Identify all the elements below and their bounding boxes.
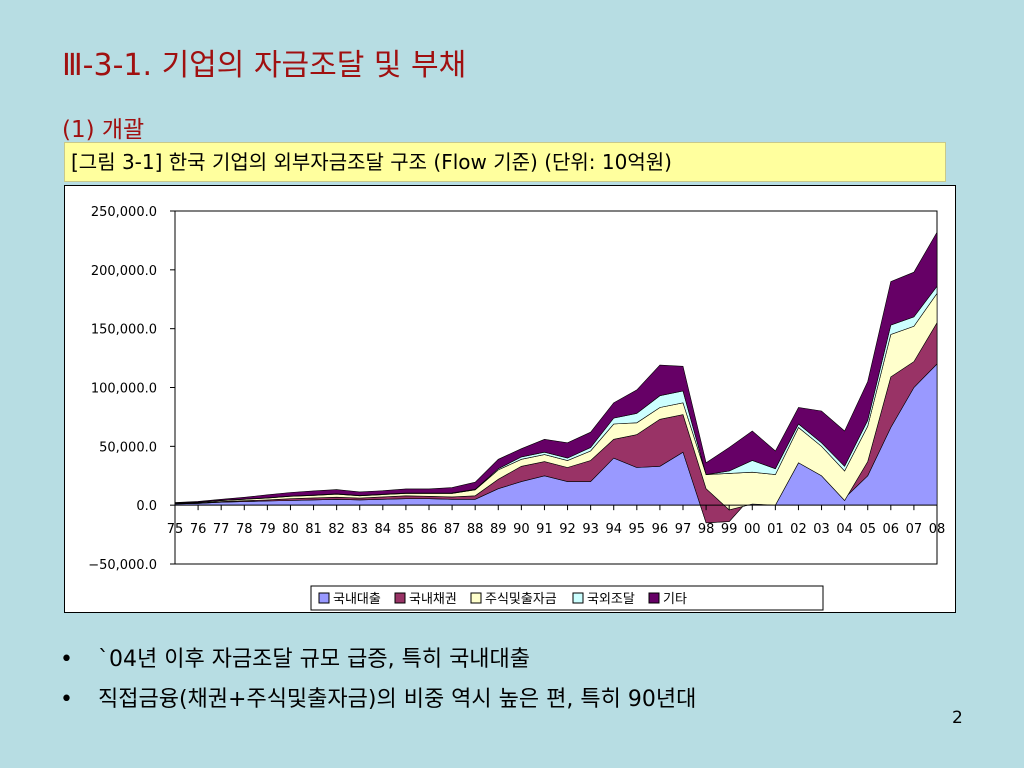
bullet-list: • `04년 이후 자금조달 규모 급증, 특히 국내대출 • 직접금융(채권+주식… (60, 640, 696, 720)
y-tick-label: 0.0 (136, 499, 157, 514)
legend-label: 국외조달 (587, 592, 635, 607)
x-tick-label: 08 (929, 522, 946, 537)
bullet-item: • 직접금융(채권+주식및출자금)의 비중 역시 높은 편, 특히 90년대 (60, 680, 696, 720)
x-tick-label: 96 (652, 522, 669, 537)
x-tick-label: 03 (813, 522, 830, 537)
x-tick-label: 83 (351, 522, 368, 537)
x-tick-label: 92 (559, 522, 576, 537)
x-tick-label: 98 (698, 522, 715, 537)
legend-label: 주식및출자금 (485, 592, 557, 607)
y-tick-label: 250,000.0 (91, 205, 157, 220)
bullet-text: `04년 이후 자금조달 규모 급증, 특히 국내대출 (98, 647, 531, 672)
x-tick-label: 97 (675, 522, 692, 537)
x-tick-label: 81 (305, 522, 322, 537)
y-tick-label: 150,000.0 (91, 323, 157, 338)
legend-label: 기타 (663, 592, 687, 607)
x-tick-label: 90 (513, 522, 530, 537)
x-tick-label: 01 (767, 522, 784, 537)
bullet-text: 직접금융(채권+주식및출자금)의 비중 역시 높은 편, 특히 90년대 (98, 687, 697, 712)
legend-label: 국내대출 (333, 592, 381, 607)
bullet-item: • `04년 이후 자금조달 규모 급증, 특히 국내대출 (60, 640, 696, 680)
legend-swatch (648, 592, 660, 604)
x-tick-label: 77 (213, 522, 230, 537)
y-tick-label: −50,000.0 (88, 558, 157, 573)
x-tick-label: 93 (582, 522, 599, 537)
y-tick-label: 200,000.0 (91, 264, 157, 279)
x-tick-label: 82 (328, 522, 345, 537)
chart-frame: 250,000.0 200,000.0 150,000.0 100,000.0 50,0… (64, 185, 956, 613)
legend-swatch (572, 592, 584, 604)
x-tick-label: 91 (536, 522, 553, 537)
x-tick-label: 05 (859, 522, 876, 537)
y-tick-label: 100,000.0 (91, 382, 157, 397)
x-tick-label: 80 (282, 522, 299, 537)
x-tick-label: 02 (790, 522, 807, 537)
x-tick-label: 84 (375, 522, 392, 537)
x-tick-label: 94 (605, 522, 622, 537)
x-tick-label: 86 (421, 522, 438, 537)
section-heading: (1) 개괄 (62, 117, 145, 143)
y-tick-label: 50,000.0 (99, 440, 157, 455)
slide-title: Ⅲ-3-1. 기업의 자금조달 및 부채 (62, 48, 467, 83)
x-tick-label: 06 (883, 522, 900, 537)
legend-swatch (394, 592, 406, 604)
x-tick-label: 89 (490, 522, 507, 537)
legend (310, 585, 824, 611)
x-tick-label: 87 (444, 522, 461, 537)
legend-label: 국내채권 (409, 592, 457, 607)
x-tick-label: 04 (836, 522, 853, 537)
x-tick-label: 76 (190, 522, 207, 537)
x-tick-label: 79 (259, 522, 276, 537)
x-tick-label: 99 (721, 522, 738, 537)
x-tick-label: 75 (167, 522, 184, 537)
legend-swatch (318, 592, 330, 604)
plot-area (174, 210, 938, 565)
figure-caption: [그림 3-1] 한국 기업의 외부자금조달 구조 (Flow 기준) (단위:… (64, 142, 946, 182)
x-tick-label: 88 (467, 522, 484, 537)
bullet-dot-icon: • (60, 647, 73, 672)
x-tick-label: 78 (236, 522, 253, 537)
x-tick-label: 95 (629, 522, 646, 537)
bullet-dot-icon: • (60, 687, 73, 712)
page-number: 2 (952, 708, 963, 728)
area-series-기타 (174, 231, 938, 504)
chart-svg: 250,000.0 200,000.0 150,000.0 100,000.0 50,0… (88, 205, 946, 611)
x-tick-label: 07 (906, 522, 923, 537)
x-tick-label: 85 (398, 522, 415, 537)
x-tick-label: 00 (744, 522, 761, 537)
legend-swatch (470, 592, 482, 604)
